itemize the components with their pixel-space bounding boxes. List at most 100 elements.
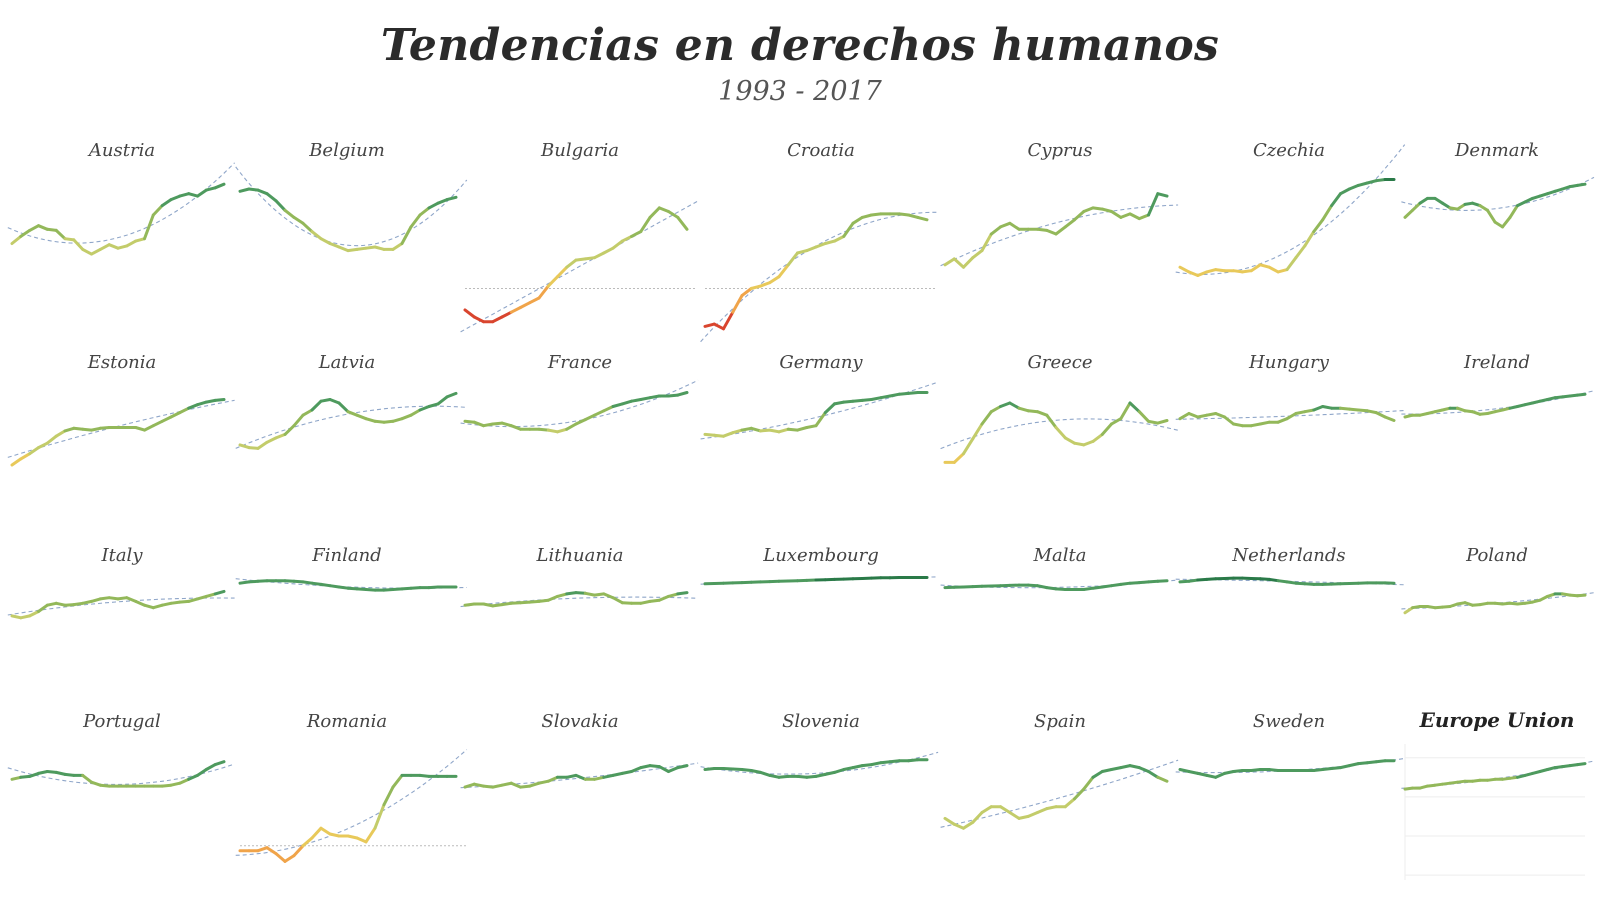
series-segment: [842, 766, 855, 771]
series-segment: [952, 257, 965, 269]
series-segment: [346, 834, 359, 840]
series-segment: [519, 301, 532, 309]
panel-greece: Greece: [940, 352, 1179, 464]
series-segment: [409, 213, 422, 229]
trend-line: [940, 418, 1179, 450]
series-segment: [90, 597, 102, 603]
series-segment: [814, 242, 827, 249]
series-segment: [1294, 244, 1307, 260]
series-segment: [169, 781, 182, 787]
series-segment: [1365, 409, 1378, 415]
series-segment: [1082, 586, 1095, 591]
series-segment: [907, 758, 920, 763]
series-segment: [1285, 256, 1298, 272]
series-segment: [842, 221, 855, 238]
series-segment: [1321, 204, 1334, 222]
series-segment: [786, 427, 799, 432]
series-segment: [657, 594, 670, 602]
series-segment: [1091, 770, 1104, 779]
series-segment: [292, 844, 305, 858]
series-segment: [1178, 412, 1191, 421]
series-segment: [860, 763, 873, 768]
series-segment: [81, 599, 93, 605]
page-subtitle: 1993 - 2017: [718, 76, 882, 107]
page-title: Tendencias en derechos humanos: [380, 20, 1220, 71]
trend-line: [940, 204, 1179, 267]
series-segment: [418, 405, 431, 412]
series-segment: [1091, 206, 1104, 211]
series-segment: [1223, 415, 1235, 426]
panel-title: Portugal: [82, 711, 161, 732]
series-segment: [1312, 218, 1325, 234]
series-segment: [310, 581, 323, 586]
series-segment: [1110, 417, 1123, 426]
panel-title: Poland: [1465, 545, 1528, 566]
series-segment: [1178, 768, 1191, 773]
panel-title: Slovenia: [782, 711, 860, 732]
series-segment: [418, 773, 431, 778]
series-segment: [1294, 410, 1307, 415]
series-segment: [676, 764, 689, 770]
series-segment: [151, 204, 164, 217]
series-segment: [971, 422, 984, 441]
series-segment: [178, 777, 191, 785]
series-segment: [301, 221, 314, 234]
series-segment: [722, 431, 735, 438]
series-segment: [1403, 208, 1414, 219]
series-segment: [667, 210, 680, 219]
series-segment: [346, 586, 359, 591]
series-segment: [565, 422, 578, 431]
series-segment: [528, 296, 541, 305]
series-segment: [602, 405, 615, 413]
series-segment: [319, 398, 332, 403]
series-segment: [1026, 583, 1039, 588]
series-segment: [1026, 409, 1039, 414]
series-segment: [1249, 768, 1262, 772]
series-segment: [213, 182, 226, 190]
series-segment: [1285, 412, 1298, 421]
panel-title: Netherlands: [1231, 545, 1345, 566]
series-segment: [143, 424, 155, 432]
series-segment: [1196, 413, 1209, 419]
series-segment: [256, 188, 269, 196]
series-segment: [740, 768, 753, 772]
series-segment: [786, 251, 799, 267]
series-segment: [574, 591, 587, 595]
series-segment: [777, 263, 790, 279]
series-segment: [1356, 761, 1369, 766]
series-segment: [528, 781, 541, 788]
panel-title: Estonia: [87, 352, 157, 373]
series-segment: [373, 803, 386, 830]
series-segment: [151, 603, 164, 610]
series-segment: [45, 434, 58, 445]
series-segment: [107, 243, 120, 250]
series-segment: [768, 275, 781, 285]
series-segment: [256, 579, 269, 583]
series-segment: [1156, 192, 1169, 198]
series-segment: [213, 589, 226, 596]
series-segment: [1403, 606, 1414, 615]
series-segment: [463, 782, 476, 789]
panel-title: Croatia: [787, 140, 855, 161]
series-segment: [962, 820, 975, 830]
series-segment: [491, 421, 504, 426]
series-segment: [1214, 412, 1227, 419]
panel-title: Luxembourg: [762, 545, 879, 566]
series-segment: [657, 765, 670, 773]
series-segment: [1258, 420, 1271, 426]
series-segment: [722, 767, 735, 771]
series-segment: [418, 206, 431, 217]
series-segment: [1374, 411, 1387, 419]
panel-title: Slovakia: [541, 711, 618, 732]
series-segment: [657, 206, 670, 213]
trend-line: [460, 200, 699, 333]
series-segment: [10, 614, 23, 620]
series-segment: [1576, 593, 1587, 598]
series-segment: [768, 428, 781, 434]
series-segment: [301, 580, 314, 585]
series-segment: [1119, 401, 1132, 421]
panel-slovakia: Slovakia: [460, 711, 699, 789]
series-segment: [364, 826, 377, 844]
series-segment: [1576, 762, 1587, 767]
